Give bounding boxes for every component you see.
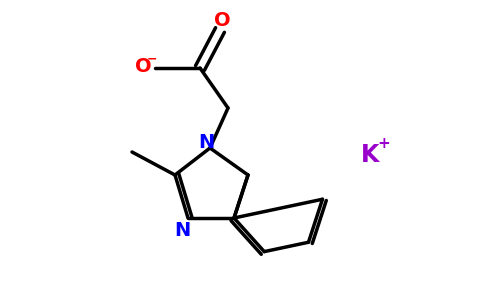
Text: +: +: [378, 136, 391, 151]
Text: −: −: [147, 52, 157, 65]
Text: N: N: [174, 220, 190, 239]
Text: O: O: [135, 56, 151, 76]
Text: N: N: [198, 133, 214, 152]
Text: K: K: [361, 143, 379, 167]
Text: O: O: [214, 11, 230, 29]
